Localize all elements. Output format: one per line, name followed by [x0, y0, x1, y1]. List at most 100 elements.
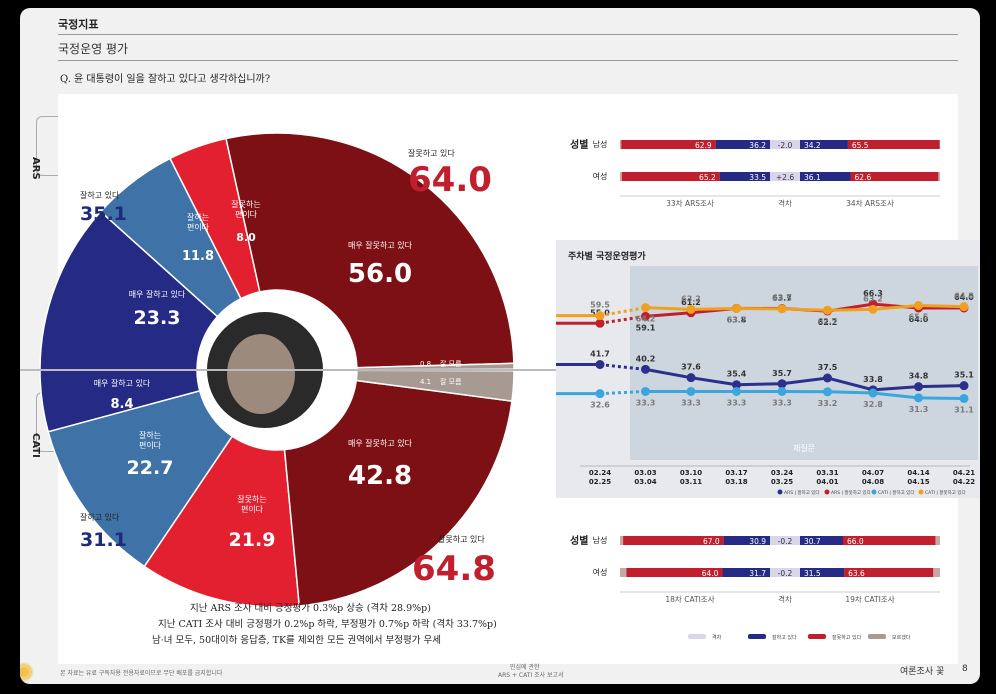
gap-label: 격차 [778, 198, 792, 208]
x-tick-label: 03.24 [771, 469, 793, 477]
gap-value: +2.6 [776, 173, 794, 182]
data-point [777, 304, 787, 314]
gender-row-label: 여성 [593, 171, 608, 181]
legend-label: ARS | 잘못하고 있다 [831, 489, 872, 496]
x-tick-label: 03.11 [680, 478, 702, 486]
bar-positive [715, 140, 770, 149]
gender-row-label: 남성 [593, 140, 608, 149]
bar-value: 63.6 [848, 569, 865, 578]
gap-value: -0.2 [778, 569, 793, 578]
data-label: 61.2 [681, 298, 701, 307]
ars-dk-label: 잘 모름 [440, 360, 462, 368]
ars-slice-label: 편이다 [187, 222, 210, 232]
x-tick-label: 03.17 [725, 469, 747, 477]
data-point [686, 304, 696, 314]
x-tick-label: 04.14 [907, 469, 929, 477]
bar-negative [850, 172, 939, 181]
data-label: 33.3 [636, 398, 656, 407]
ars-slice-label: 매우 잘못하고 있다 [348, 240, 413, 250]
gender-bar-charts: 성별 남성 62.9 36.2 -2.0 34.2 65.5여성 65.2 33.5 +2.6 36… [570, 138, 940, 641]
data-point [777, 379, 787, 389]
data-point [686, 373, 696, 383]
legend-label: 잘하고 있다 [772, 634, 797, 641]
data-label: 65.5 [909, 312, 929, 321]
bar-value: 66.0 [847, 537, 864, 546]
data-point [959, 393, 969, 403]
cati-dk-label: 잘 모름 [440, 378, 462, 386]
legend-swatch [868, 634, 886, 639]
data-label: 41.7 [590, 350, 610, 359]
legend-label: CATI | 잘하고 있다 [878, 489, 915, 496]
legend-marker [918, 489, 924, 495]
bar-negative [621, 172, 720, 181]
survey-label: 34차 ARS조사 [846, 199, 894, 208]
legend-marker [824, 489, 830, 495]
data-point [595, 311, 605, 321]
bar-negative [626, 568, 723, 577]
cati-dk-value: 4.1 [420, 378, 431, 386]
legend-label: 격차 [712, 634, 722, 641]
gender-title: 성별 [570, 138, 588, 151]
data-label: 32.8 [863, 400, 883, 409]
data-label: 63.8 [727, 315, 747, 324]
gender-row-label: 여성 [593, 567, 608, 577]
data-point [732, 386, 741, 396]
data-point [641, 311, 650, 321]
data-label: 35.4 [727, 370, 747, 379]
bar-value: 62.6 [855, 173, 872, 182]
cati-slice-label: 매우 잘하고 있다 [94, 378, 151, 388]
legend-label: 모르겠다 [892, 634, 911, 641]
overlay-label: 재질문 [793, 444, 815, 453]
portrait-face [227, 334, 295, 414]
bar-value: 64.0 [702, 569, 719, 578]
x-tick-label: 04.01 [816, 478, 838, 486]
data-label: 63.7 [772, 294, 792, 303]
survey-label: 18차 CATI조사 [665, 595, 714, 604]
x-tick-label: 04.15 [907, 478, 929, 486]
legend-label: 잘못하고 있다 [832, 634, 862, 641]
x-tick-label: 02.24 [589, 469, 611, 477]
x-tick-label: 03.25 [771, 478, 793, 486]
data-point [914, 300, 923, 310]
series-line [645, 303, 965, 312]
series-line [645, 389, 965, 400]
ars-positive-label: 잘하고 있다 [80, 190, 120, 200]
footer-disclaimer: 본 자료는 유료 구독자용 전용자료이므로 무단 배포를 금지합니다 [60, 670, 223, 677]
bar-positive [723, 536, 770, 545]
x-tick-label: 03.03 [634, 469, 656, 477]
ars-slice-label: 매우 잘하고 있다 [129, 289, 186, 299]
note-3: 남·녀 모두, 50대이하 응답층, TK를 제외한 모든 권역에서 부정평가 … [152, 635, 441, 646]
data-point [777, 386, 787, 396]
data-label: 63.7 [727, 316, 747, 325]
legend-swatch [688, 634, 706, 639]
series-line [645, 367, 965, 392]
cati-positive-label: 잘하고 있다 [80, 512, 120, 522]
data-label: 35.7 [772, 369, 792, 378]
survey-label: 19차 CATI조사 [845, 595, 894, 604]
donut-chart [20, 132, 556, 608]
data-point [823, 305, 832, 315]
footer-title-1: 민심에 관한 [510, 664, 540, 671]
data-label: 33.2 [818, 399, 838, 408]
data-label: 31.1 [954, 405, 974, 414]
report-page: 국정지표 국정운영 평가 Q. 윤 대통령이 일을 잘하고 있다고 생각하십니까… [20, 8, 980, 684]
data-point [732, 304, 741, 314]
bar-positive [800, 536, 843, 545]
legend-marker [871, 489, 877, 495]
bar-value: 31.5 [804, 569, 821, 578]
divider [58, 60, 958, 61]
data-point [595, 360, 605, 370]
bar-positive [800, 172, 851, 181]
cati-slice-label: 잘못하는 [237, 494, 266, 504]
cati-positive-total: 31.1 [80, 529, 127, 551]
data-point [914, 393, 923, 403]
page-number: 8 [962, 664, 968, 674]
ars-negative-total: 64.0 [408, 160, 492, 200]
data-point [959, 302, 969, 312]
ars-positive-total: 35.1 [80, 203, 127, 225]
tab-ars[interactable]: ARS [30, 116, 61, 180]
data-label: 32.6 [590, 401, 610, 410]
bar-gap [770, 140, 800, 149]
